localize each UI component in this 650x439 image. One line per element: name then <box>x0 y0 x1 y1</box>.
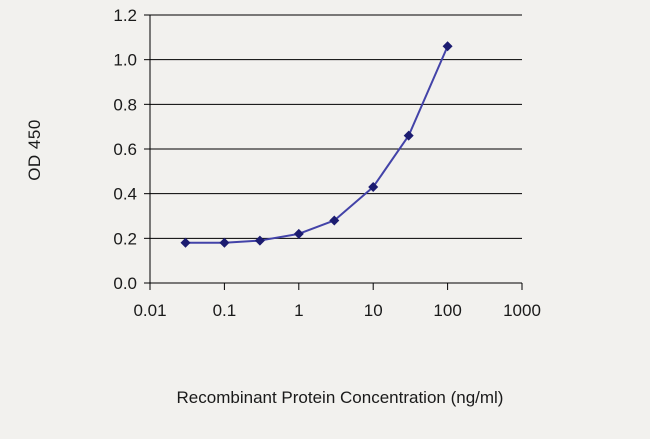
data-point-marker <box>329 215 340 226</box>
data-point-marker <box>293 228 304 239</box>
data-line <box>185 45 449 244</box>
data-point-marker <box>219 237 230 248</box>
data-point-marker <box>403 130 414 141</box>
data-point-marker <box>442 41 453 52</box>
x-tick-label: 1000 <box>503 301 541 320</box>
x-tick-label: 0.1 <box>213 301 237 320</box>
y-tick-label: 0.4 <box>113 185 137 204</box>
data-point-marker <box>254 235 265 246</box>
y-tick-label: 1.2 <box>113 6 137 25</box>
y-tick-label: 0.0 <box>113 274 137 293</box>
y-tick-label: 0.2 <box>113 229 137 248</box>
y-tick-label: 0.8 <box>113 95 137 114</box>
y-tick-label: 0.6 <box>113 140 137 159</box>
data-point-marker <box>368 181 379 192</box>
y-tick-label: 1.0 <box>113 51 137 70</box>
x-tick-label: 1 <box>294 301 303 320</box>
y-axis-title: OD 450 <box>25 119 44 181</box>
x-tick-label: 10 <box>364 301 383 320</box>
x-tick-label: 0.01 <box>133 301 166 320</box>
x-tick-label: 100 <box>433 301 461 320</box>
x-axis-title: Recombinant Protein Concentration (ng/ml… <box>176 388 504 407</box>
data-point-marker <box>180 237 191 248</box>
